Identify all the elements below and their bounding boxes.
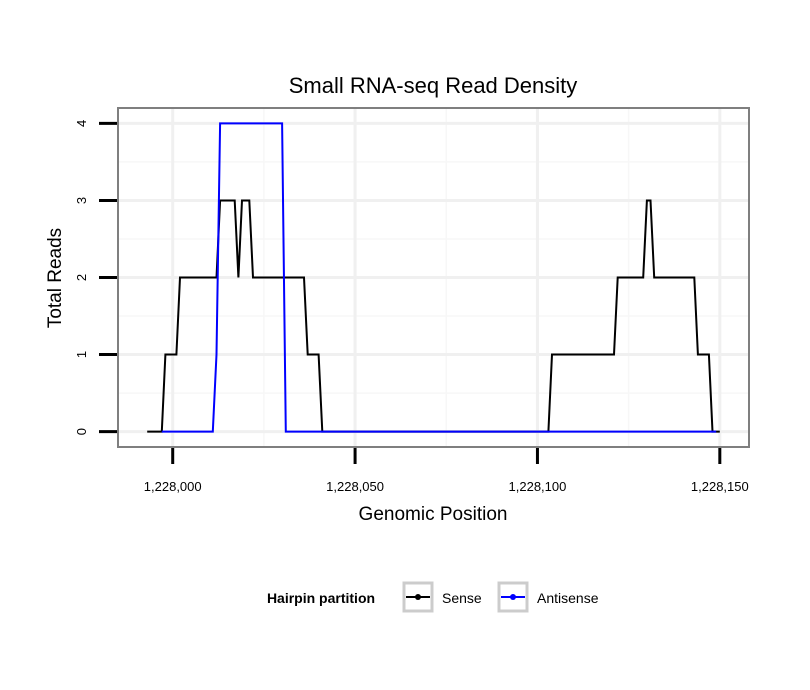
- legend-label-sense: Sense: [442, 590, 482, 606]
- y-tick-label-0: 0: [74, 428, 89, 435]
- x-tick-label-0: 1,228,000: [144, 479, 202, 494]
- series-layer: [147, 122, 720, 433]
- legend-entry-sense: Sense: [402, 581, 482, 613]
- x-tick-label-3: 1,228,150: [691, 479, 749, 494]
- y-axis-title: Total Reads: [45, 228, 66, 328]
- legend-marker-sense: [415, 594, 421, 600]
- legend: Hairpin partition Sense Antisense: [267, 581, 599, 613]
- x-tick-label-1: 1,228,050: [326, 479, 384, 494]
- legend-entry-antisense: Antisense: [497, 581, 599, 613]
- y-tick-label-4: 4: [74, 120, 89, 127]
- legend-label-antisense: Antisense: [537, 590, 599, 606]
- x-axis-title: Genomic Position: [359, 504, 508, 525]
- y-tick-label-1: 1: [74, 351, 89, 358]
- y-tick-label-3: 3: [74, 197, 89, 204]
- y-axis-ticks: 0 1 2 3 4: [74, 120, 117, 435]
- legend-marker-antisense: [510, 594, 516, 600]
- series-line-sense: [147, 199, 720, 433]
- plot-border: [117, 107, 750, 448]
- legend-title: Hairpin partition: [267, 590, 375, 606]
- series-line-antisense: [161, 122, 717, 433]
- x-axis-ticks: 1,228,000 1,228,050 1,228,100 1,228,150: [144, 448, 749, 494]
- x-tick-label-2: 1,228,100: [509, 479, 567, 494]
- chart-title: Small RNA-seq Read Density: [289, 73, 578, 98]
- y-tick-label-2: 2: [74, 274, 89, 281]
